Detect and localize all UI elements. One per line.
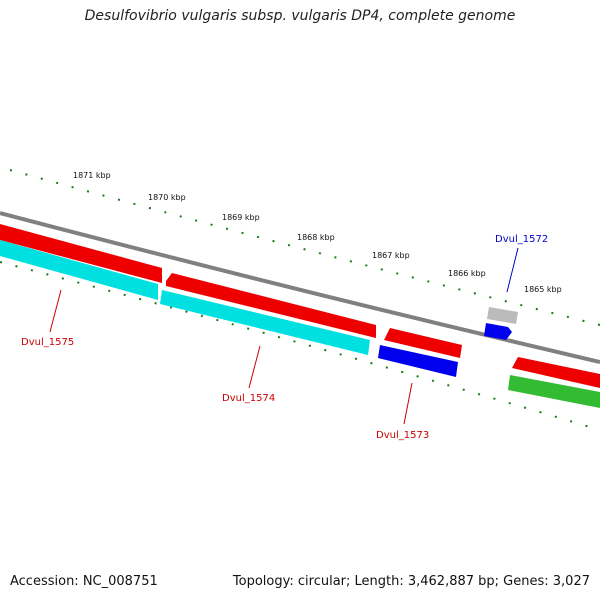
gene-label-dvul-1572[interactable]: Dvul_1572 — [495, 234, 548, 245]
gene-green-feature[interactable] — [508, 375, 600, 408]
scale-label-1870: 1870 kbp — [148, 193, 186, 202]
gene-dvul-1574-forward[interactable] — [166, 273, 376, 338]
gene-dvul-1573-forward[interactable] — [384, 328, 462, 358]
scale-label-1866: 1866 kbp — [448, 269, 486, 278]
genome-backbone — [0, 211, 600, 364]
callout-line-dvul-1575 — [49, 289, 62, 333]
genome-summary-text: Topology: circular; Length: 3,462,887 bp… — [232, 574, 590, 589]
scale-ticks-outer — [9, 169, 600, 326]
gene-blue-feature[interactable] — [378, 345, 458, 377]
scale-label-1868: 1868 kbp — [297, 233, 335, 242]
scale-label-1869: 1869 kbp — [222, 213, 260, 222]
gene-cyan-center[interactable] — [160, 290, 370, 355]
gene-cyan-left[interactable] — [0, 240, 158, 300]
accession-text: Accession: NC_008751 — [10, 574, 158, 589]
gene-forward-right[interactable] — [512, 357, 600, 388]
callout-line-dvul-1574 — [248, 345, 261, 389]
scale-label-1865: 1865 kbp — [524, 285, 562, 294]
gene-label-dvul-1574[interactable]: Dvul_1574 — [222, 393, 275, 404]
gene-dvul-1575-forward[interactable] — [0, 224, 162, 283]
callout-line-dvul-1573 — [403, 382, 413, 425]
gene-label-dvul-1573[interactable]: Dvul_1573 — [376, 430, 429, 441]
scale-label-1871: 1871 kbp — [73, 171, 111, 180]
callout-line-dvul-1572 — [506, 247, 519, 293]
scale-label-1867: 1867 kbp — [372, 251, 410, 260]
scale-ticks-inner — [0, 261, 600, 431]
gene-grey-feature[interactable] — [487, 307, 518, 324]
forward-strand-genes — [0, 224, 600, 388]
map-title: Desulfovibrio vulgaris subsp. vulgaris D… — [84, 8, 516, 24]
gene-label-dvul-1575[interactable]: Dvul_1575 — [21, 337, 74, 348]
reverse-strand-genes — [0, 240, 370, 355]
gene-dvul-1572[interactable] — [484, 323, 512, 340]
